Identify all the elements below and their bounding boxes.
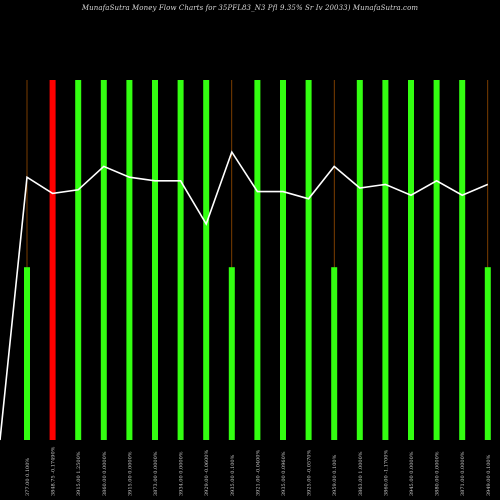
- x-tick-label: 3925.00 -0.0570%: [307, 450, 313, 496]
- x-tick-label: 3880.00 0.0000%: [435, 451, 441, 496]
- flow-bar: [24, 267, 30, 440]
- x-tick-label: 3929.00 -0.0600%: [204, 450, 210, 496]
- flow-bar: [177, 80, 184, 440]
- flow-bar: [100, 80, 107, 440]
- x-tick-label: 3848.75 -0.17490%: [51, 446, 57, 496]
- x-tick-label: 377.00 0.100%: [25, 458, 31, 496]
- flow-bar: [203, 80, 210, 440]
- x-tick-label: 3860.00 0.0000%: [102, 451, 108, 496]
- flow-bar: [280, 80, 286, 440]
- x-tick-label: 3959.00 0.100%: [332, 454, 338, 496]
- flow-bar: [408, 80, 414, 440]
- x-tick-label: 3873.00 0.0000%: [153, 451, 159, 496]
- x-tick-label: 3935.00 0.100%: [230, 454, 236, 496]
- flow-bar: [49, 80, 56, 440]
- x-tick-label: 3871.00 0.0000%: [460, 451, 466, 496]
- x-tick-label: 3949.00 0.100%: [486, 454, 492, 496]
- flow-bar: [254, 80, 261, 440]
- flow-bar: [152, 80, 158, 440]
- x-tick-label: 3860.00 -1.1700%: [383, 450, 389, 496]
- money-flow-line: [0, 150, 489, 441]
- flow-bar: [459, 80, 466, 440]
- flow-bar: [305, 80, 312, 440]
- x-tick-label: 3945.00 0.0000%: [409, 451, 415, 496]
- x-tick-label: 3863.00 1.0000%: [358, 451, 364, 496]
- flow-bar: [126, 80, 133, 440]
- flow-bar: [382, 80, 389, 440]
- chart-title: MunafaSutra Money Flow Charts for 35PFL8…: [81, 4, 419, 12]
- flow-bar: [331, 267, 338, 440]
- flow-bar: [228, 267, 235, 440]
- flow-bar: [75, 80, 82, 440]
- x-tick-label: 3935.00 0.0960%: [281, 451, 287, 496]
- flow-bar: [433, 80, 440, 440]
- flow-bar: [356, 80, 363, 440]
- x-tick-label: 3915.00 0.0000%: [127, 451, 133, 496]
- x-tick-label: 3915.00 1.2500%: [76, 451, 82, 496]
- flow-bar: [484, 267, 491, 440]
- x-tick-label: 3921.00 -0.0400%: [255, 450, 261, 496]
- x-tick-label: 3934.00 0.0000%: [179, 451, 185, 496]
